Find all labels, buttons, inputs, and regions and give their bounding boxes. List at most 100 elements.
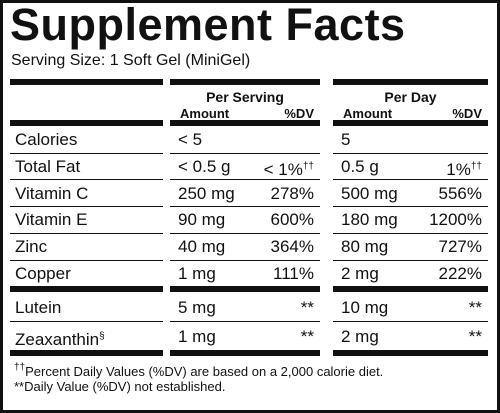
thin-rule (10, 232, 163, 234)
daily-value-text: ** (300, 326, 314, 346)
amount: 5 mg (178, 297, 216, 317)
thick-rule (333, 120, 488, 126)
thick-rule (170, 79, 320, 85)
nutrient-name-text: Total Fat (15, 157, 81, 177)
amount: 500 mg (341, 183, 398, 203)
thick-rule (170, 120, 320, 126)
daily-value: 1200% (429, 210, 482, 230)
thin-rule (333, 152, 488, 154)
daily-value-text: 222% (438, 263, 482, 283)
thin-rule (170, 206, 320, 208)
thin-rule (170, 179, 320, 181)
nutrient-name-text: Zeaxanthin (15, 329, 100, 349)
thin-rule (170, 232, 320, 234)
daily-value-text: ** (468, 297, 482, 317)
amount: 180 mg (341, 210, 398, 230)
nutrient-name: Lutein (15, 298, 61, 318)
footnote-mark: †† (14, 362, 26, 374)
daily-value: ** (469, 298, 482, 318)
thick-rule (10, 79, 163, 85)
daily-value: 727% (439, 237, 482, 257)
daily-value: 278% (271, 184, 314, 204)
thick-rule (10, 350, 163, 357)
nutrient-name: Calories (15, 130, 77, 150)
amount: 250 mg (178, 183, 235, 203)
column-head: %DV (452, 106, 482, 121)
daily-value: 222% (439, 264, 482, 284)
daily-value-text: ** (468, 326, 482, 346)
nutrient-name: Vitamin C (15, 184, 88, 204)
column-head: Amount (180, 106, 230, 121)
amount: 1 mg (178, 263, 216, 283)
daily-value: 1%†† (446, 157, 482, 180)
daily-value-text: 278% (270, 183, 314, 203)
daily-value: 556% (439, 184, 482, 204)
amount: 10 mg (341, 297, 389, 317)
thin-rule (333, 232, 488, 234)
daily-value: ** (301, 298, 314, 318)
thin-rule (10, 206, 163, 208)
amount: < 5 (178, 130, 203, 150)
thin-rule (333, 179, 488, 181)
thin-rule (333, 206, 488, 208)
amount: 0.5 g (341, 157, 379, 177)
daily-value-note: †† (302, 161, 314, 173)
thin-rule (170, 321, 320, 323)
footnote-text: Percent Daily Values (%DV) are based on … (25, 364, 384, 380)
thick-rule (333, 79, 488, 85)
title: Supplement Facts (10, 0, 406, 50)
thick-rule (333, 350, 488, 357)
thick-rule (170, 350, 320, 357)
thick-rule (10, 286, 163, 293)
group-title: Per Serving (206, 89, 284, 105)
daily-value-text: 1% (446, 160, 471, 180)
thin-rule (333, 259, 488, 261)
daily-value: < 1%†† (264, 157, 314, 180)
column-head: Amount (343, 106, 393, 121)
thin-rule (10, 152, 163, 154)
footnote-text: **Daily Value (%DV) not established. (14, 379, 226, 395)
amount: 5 (341, 130, 351, 150)
thin-rule (170, 259, 320, 261)
thick-rule (170, 286, 320, 293)
nutrient-name: Vitamin E (15, 210, 87, 230)
daily-value-text: 1200% (429, 210, 482, 230)
amount: 1 mg (178, 326, 216, 346)
nutrient-name-text: Zinc (15, 237, 48, 257)
amount: 80 mg (341, 237, 389, 257)
nutrient-name-note: § (99, 330, 105, 342)
nutrient-name: Copper (15, 264, 71, 284)
serving-size: Serving Size: 1 Soft Gel (MiniGel) (11, 52, 251, 69)
daily-value-text: < 1% (263, 160, 303, 180)
thick-rule (333, 286, 488, 293)
footnote: **Daily Value (%DV) not established. (14, 379, 225, 394)
daily-value-note: †† (470, 161, 482, 173)
nutrient-name: Zinc (15, 237, 47, 257)
daily-value: 600% (271, 210, 314, 230)
thick-rule (10, 120, 163, 126)
nutrient-name: Total Fat (15, 157, 80, 177)
amount: 40 mg (178, 237, 226, 257)
thin-rule (10, 259, 163, 261)
amount: < 0.5 g (178, 157, 231, 177)
nutrient-name-text: Calories (15, 130, 78, 150)
daily-value: 111% (273, 264, 314, 284)
daily-value-text: 727% (438, 237, 482, 257)
group-title: Per Day (384, 89, 437, 105)
nutrient-name-text: Copper (15, 263, 71, 283)
daily-value-text: 556% (438, 183, 482, 203)
nutrient-name-text: Vitamin C (15, 183, 89, 203)
amount: 2 mg (341, 263, 379, 283)
nutrient-name-text: Vitamin E (15, 210, 88, 230)
thin-rule (170, 152, 320, 154)
daily-value: ** (301, 327, 314, 347)
thin-rule (10, 179, 163, 181)
daily-value-text: 111% (273, 263, 314, 283)
nutrient-name: Zeaxanthin§ (15, 327, 105, 350)
footnote: ††Percent Daily Values (%DV) are based o… (14, 362, 383, 379)
thin-rule (10, 321, 163, 323)
thin-rule (333, 321, 488, 323)
daily-value-text: 600% (270, 210, 314, 230)
amount: 2 mg (341, 326, 379, 346)
